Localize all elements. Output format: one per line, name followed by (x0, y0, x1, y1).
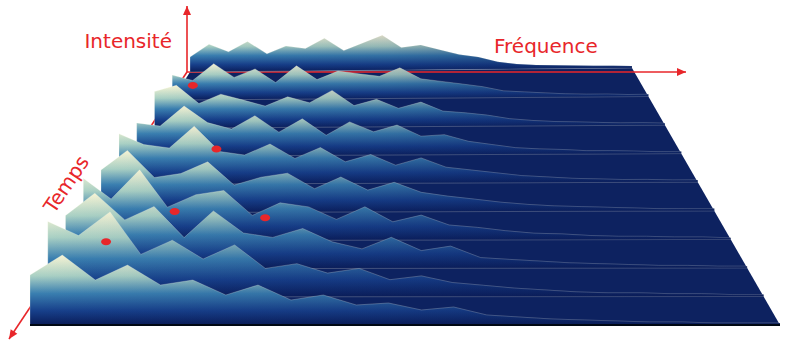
y-axis-label: Temps (38, 151, 94, 218)
ridge-shade (155, 85, 665, 128)
intensity-ridge (155, 85, 665, 128)
peak-dot (101, 238, 111, 245)
ridge-shade (30, 255, 780, 325)
floor (30, 68, 780, 325)
intensity-ridge (83, 170, 730, 241)
ridge-shade (137, 106, 682, 156)
peak-dot (260, 214, 270, 221)
surface (30, 35, 780, 325)
ridge-shade (83, 170, 730, 241)
z-axis-label: Intensité (84, 29, 172, 53)
intensity-ridge (30, 255, 780, 325)
spectrogram: Intensité Fréquence Temps (0, 0, 805, 346)
peak-dot (211, 146, 221, 153)
intensity-axis (186, 6, 188, 72)
intensity-axis-head (183, 6, 191, 15)
peak-dot (170, 208, 180, 215)
intensity-ridge (172, 64, 648, 100)
ridge-shade (172, 64, 648, 100)
peaks (101, 82, 270, 245)
peak-dot (188, 82, 198, 89)
front-edge (30, 324, 780, 326)
x-axis-label: Fréquence (494, 34, 598, 58)
time-axis-head (9, 329, 17, 339)
frequency-axis-head (677, 68, 686, 76)
intensity-ridge (137, 106, 682, 156)
